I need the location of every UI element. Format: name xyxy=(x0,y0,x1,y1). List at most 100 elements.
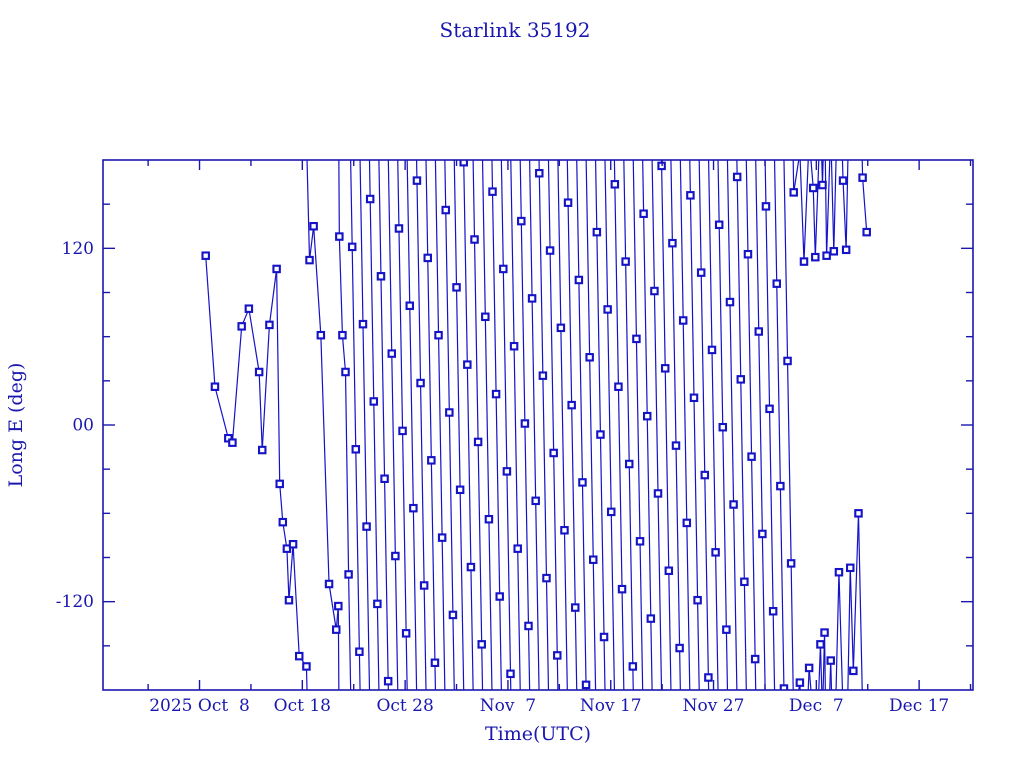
data-line-segment xyxy=(783,688,785,690)
data-line-segment xyxy=(578,279,584,483)
data-line-segment xyxy=(842,180,847,250)
data-point-marker xyxy=(786,559,796,568)
data-line-segment xyxy=(750,456,756,660)
data-line-segment xyxy=(736,160,738,177)
data-point-marker xyxy=(632,334,641,344)
data-point-marker xyxy=(635,537,645,546)
data-line-segment xyxy=(607,309,612,512)
data-line-segment xyxy=(835,572,840,690)
data-point-marker xyxy=(459,160,468,167)
data-line-segment xyxy=(347,574,352,690)
data-line-segment xyxy=(779,486,785,689)
data-line-segment xyxy=(707,677,710,690)
data-line-segment xyxy=(369,199,375,402)
data-line-segment xyxy=(397,160,400,229)
data-line-segment xyxy=(808,667,812,690)
data-point-marker xyxy=(829,247,839,256)
data-line-segment xyxy=(799,160,805,262)
data-line-segment xyxy=(653,291,659,494)
data-line-segment xyxy=(747,254,753,457)
data-line-segment xyxy=(542,375,548,579)
data-line-segment xyxy=(351,246,357,450)
data-line-segment xyxy=(698,160,702,273)
data-point-marker xyxy=(488,187,497,196)
data-point-marker xyxy=(517,216,526,226)
data-line-segment xyxy=(365,526,371,690)
data-line-segment xyxy=(560,327,566,531)
data-line-segment xyxy=(305,666,308,690)
data-line-segment xyxy=(660,160,663,166)
data-line-segment xyxy=(614,184,620,387)
data-line-segment xyxy=(531,298,537,501)
data-point-marker xyxy=(603,305,612,314)
data-line-segment xyxy=(350,160,353,247)
data-point-marker xyxy=(394,224,404,233)
data-point-marker xyxy=(671,441,681,450)
data-point-marker xyxy=(686,191,695,200)
data-point-marker xyxy=(355,647,364,656)
data-point-marker xyxy=(463,360,472,369)
data-point-marker xyxy=(729,500,738,509)
data-point-marker xyxy=(362,522,371,531)
data-line-segment xyxy=(693,397,699,601)
data-point-marker xyxy=(776,481,785,491)
data-point-marker xyxy=(617,584,627,594)
data-point-marker xyxy=(278,517,288,527)
data-line-segment xyxy=(359,160,364,325)
data-line-segment xyxy=(745,160,749,255)
data-line-segment xyxy=(376,603,380,690)
data-line-segment xyxy=(628,464,634,667)
data-line-segment xyxy=(574,607,578,690)
data-line-segment xyxy=(594,160,598,233)
data-point-marker xyxy=(538,371,548,380)
data-line-segment xyxy=(736,176,742,380)
data-point-marker xyxy=(772,279,782,288)
data-line-segment xyxy=(576,160,580,280)
data-line-segment xyxy=(668,570,672,690)
data-point-marker xyxy=(383,676,393,686)
data-point-marker xyxy=(430,658,440,668)
data-point-marker xyxy=(254,367,264,377)
data-line-segment xyxy=(282,522,288,549)
data-line-segment xyxy=(268,268,278,325)
data-line-segment xyxy=(437,335,443,538)
data-line-segment xyxy=(810,160,814,189)
data-point-marker xyxy=(736,375,746,384)
y-tick-label: 120 xyxy=(62,239,94,259)
data-line-segment xyxy=(341,335,347,373)
data-point-marker xyxy=(556,323,566,333)
data-point-marker xyxy=(416,378,425,388)
data-line-segment xyxy=(786,360,792,564)
data-point-marker xyxy=(606,507,616,517)
data-point-marker xyxy=(244,304,254,313)
data-series xyxy=(201,160,871,690)
data-line-segment xyxy=(830,660,833,690)
data-point-marker xyxy=(653,489,663,498)
data-point-marker xyxy=(302,662,311,671)
data-line-segment xyxy=(664,368,670,571)
data-line-segment xyxy=(803,160,809,262)
data-line-segment xyxy=(444,160,447,211)
data-line-segment xyxy=(718,224,724,428)
data-point-marker xyxy=(477,640,486,649)
data-line-segment xyxy=(248,308,260,373)
data-line-segment xyxy=(427,257,432,461)
data-line-segment xyxy=(682,320,688,523)
data-line-segment xyxy=(679,648,681,690)
data-point-marker xyxy=(419,581,429,590)
data-line-segment xyxy=(405,633,408,690)
data-line-segment xyxy=(292,544,300,657)
data-line-segment xyxy=(535,500,540,690)
data-line-segment xyxy=(452,614,455,690)
data-point-marker xyxy=(524,621,533,631)
x-tick-label: Nov 27 xyxy=(683,696,745,716)
data-line-segment xyxy=(729,302,735,505)
data-line-segment xyxy=(755,160,760,332)
data-line-segment xyxy=(700,272,706,476)
data-line-segment xyxy=(394,556,399,690)
data-line-segment xyxy=(567,202,573,406)
data-line-segment xyxy=(717,160,720,225)
data-point-marker xyxy=(405,301,415,310)
data-line-segment xyxy=(286,548,290,601)
data-point-marker xyxy=(358,319,368,329)
